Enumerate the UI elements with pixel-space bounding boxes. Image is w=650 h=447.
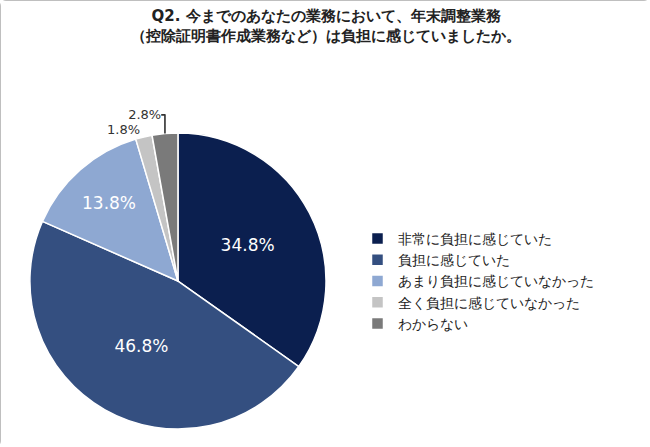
svg-text:全く負担に感じていなかった: 全く負担に感じていなかった [398,295,580,311]
svg-text:13.8%: 13.8% [82,193,136,213]
svg-text:Q2. 今までのあなたの業務において、年末調整業務（控除証明: Q2. 今までのあなたの業務において、年末調整業務（控除証明書作成業務など）は負… [131,7,521,45]
svg-text:2.8%: 2.8% [128,107,161,122]
svg-text:わからない: わからない [398,316,468,332]
svg-text:46.8%: 46.8% [114,336,168,356]
svg-text:非常に負担に感じていた: 非常に負担に感じていた [398,231,552,247]
svg-text:1.8%: 1.8% [107,122,140,137]
svg-text:負担に感じていた: 負担に感じていた [398,252,510,268]
svg-text:あまり負担に感じていなかった: あまり負担に感じていなかった [398,273,594,289]
svg-text:34.8%: 34.8% [221,235,275,255]
